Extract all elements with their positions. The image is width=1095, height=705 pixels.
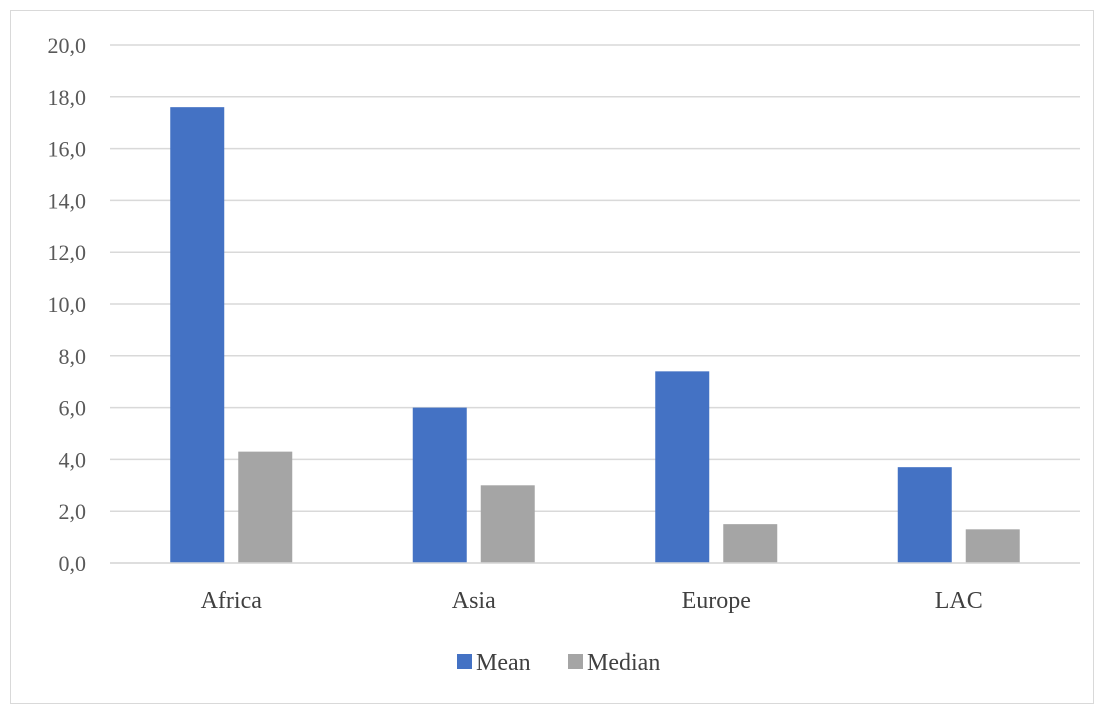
y-tick-label: 20,0 <box>48 33 87 58</box>
y-tick-label: 12,0 <box>48 240 87 265</box>
y-tick-label: 8,0 <box>59 344 87 369</box>
y-tick-label: 4,0 <box>59 447 87 472</box>
y-tick-label: 14,0 <box>48 188 87 213</box>
x-category-label: Europe <box>682 588 751 614</box>
bar-median-africa <box>238 451 293 563</box>
legend-label-median: Median <box>587 650 660 676</box>
bar-mean-europe <box>655 371 710 563</box>
y-tick-label: 6,0 <box>59 396 87 421</box>
y-axis-ticks: 0,0 2,0 4,0 6,0 8,0 10,0 12,0 14,0 16,0 18,0 20,0 <box>48 33 87 576</box>
legend: Mean Median <box>457 650 660 676</box>
bar-median-europe <box>723 524 778 563</box>
y-tick-label: 16,0 <box>48 137 87 162</box>
bars <box>110 107 1080 564</box>
bar-median-lac <box>965 529 1020 563</box>
x-axis-labels: Africa Asia Europe LAC <box>201 588 983 614</box>
bar-median-asia <box>480 485 535 563</box>
bar-mean-asia <box>412 407 467 563</box>
x-category-label: Africa <box>201 588 263 614</box>
legend-swatch-median <box>568 654 583 669</box>
y-tick-label: 18,0 <box>48 85 87 110</box>
legend-label-mean: Mean <box>476 650 531 676</box>
y-tick-label: 0,0 <box>59 551 87 576</box>
bar-mean-lac <box>897 467 952 563</box>
y-tick-label: 2,0 <box>59 499 87 524</box>
legend-swatch-mean <box>457 654 472 669</box>
y-tick-label: 10,0 <box>48 292 87 317</box>
x-category-label: LAC <box>935 588 983 614</box>
x-category-label: Asia <box>452 588 496 614</box>
bar-mean-africa <box>170 107 225 563</box>
